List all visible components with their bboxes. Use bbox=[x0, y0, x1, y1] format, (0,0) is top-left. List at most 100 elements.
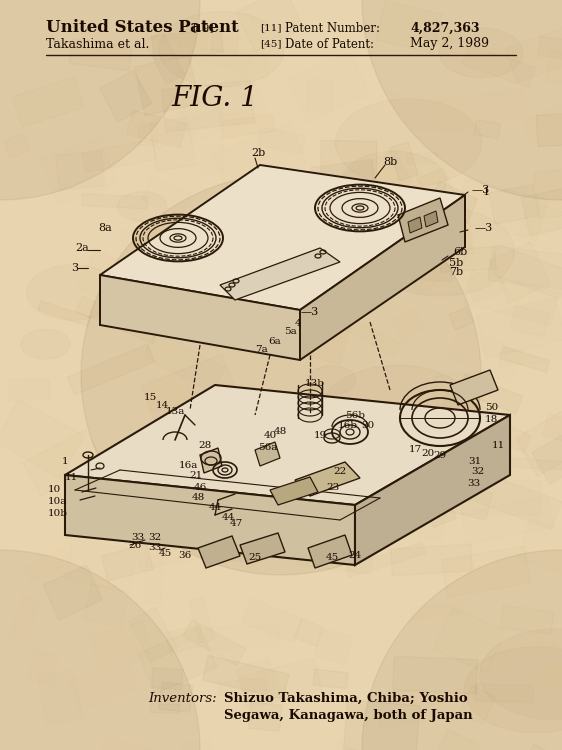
Bar bbox=[376, 1, 442, 53]
Polygon shape bbox=[398, 198, 448, 242]
Bar bbox=[490, 242, 550, 303]
Bar bbox=[138, 627, 217, 694]
Bar bbox=[488, 643, 558, 666]
Bar bbox=[406, 153, 438, 164]
Text: [45]: [45] bbox=[260, 40, 282, 49]
Bar bbox=[522, 179, 562, 236]
Bar bbox=[523, 106, 562, 145]
Bar bbox=[235, 0, 304, 52]
Bar bbox=[120, 214, 193, 274]
Polygon shape bbox=[408, 217, 422, 233]
Bar bbox=[343, 700, 420, 750]
Bar bbox=[554, 685, 562, 718]
Bar bbox=[189, 50, 269, 78]
Text: 6a: 6a bbox=[269, 338, 282, 346]
Ellipse shape bbox=[81, 175, 481, 575]
Bar bbox=[268, 314, 324, 346]
Bar bbox=[482, 430, 530, 468]
Text: 13b: 13b bbox=[305, 379, 325, 388]
Bar bbox=[437, 88, 528, 131]
Bar bbox=[129, 607, 177, 662]
Bar bbox=[143, 331, 225, 392]
Bar bbox=[430, 729, 480, 750]
Text: 45: 45 bbox=[158, 550, 171, 559]
Bar bbox=[464, 271, 559, 325]
Bar bbox=[144, 555, 163, 604]
Polygon shape bbox=[270, 477, 318, 505]
Bar bbox=[489, 184, 539, 224]
Bar bbox=[221, 115, 275, 138]
Text: 1: 1 bbox=[483, 187, 490, 197]
Bar bbox=[463, 45, 535, 87]
Bar bbox=[218, 677, 267, 696]
Bar bbox=[69, 476, 111, 526]
Bar bbox=[344, 317, 401, 356]
Bar bbox=[459, 374, 523, 413]
Polygon shape bbox=[255, 442, 280, 466]
Polygon shape bbox=[100, 275, 300, 360]
Text: 5a: 5a bbox=[284, 328, 296, 337]
Bar bbox=[540, 666, 562, 689]
Bar bbox=[475, 684, 533, 703]
Text: FIG. 1: FIG. 1 bbox=[171, 85, 259, 112]
Bar bbox=[392, 309, 424, 340]
Bar bbox=[78, 543, 163, 600]
Bar bbox=[149, 117, 196, 172]
Text: Shizuo Takashima, Chiba; Yoshio: Shizuo Takashima, Chiba; Yoshio bbox=[224, 692, 468, 704]
Bar bbox=[342, 472, 432, 534]
Bar bbox=[169, 617, 200, 646]
Bar bbox=[335, 257, 369, 269]
Text: 33: 33 bbox=[468, 478, 481, 488]
Text: Patent Number:: Patent Number: bbox=[285, 22, 380, 34]
Bar bbox=[147, 26, 209, 49]
Text: 44: 44 bbox=[221, 514, 234, 523]
Text: 10: 10 bbox=[48, 485, 61, 494]
Ellipse shape bbox=[362, 550, 562, 750]
Bar bbox=[159, 682, 193, 712]
Bar bbox=[393, 656, 478, 694]
Bar bbox=[43, 565, 102, 620]
Text: 22: 22 bbox=[333, 467, 347, 476]
Bar bbox=[488, 245, 562, 290]
Bar bbox=[177, 404, 258, 475]
Bar bbox=[465, 267, 507, 303]
Bar bbox=[346, 542, 425, 578]
Text: 8a: 8a bbox=[98, 223, 112, 233]
Bar bbox=[219, 113, 282, 140]
Text: 48: 48 bbox=[273, 427, 287, 436]
Bar bbox=[365, 496, 447, 541]
Bar bbox=[396, 227, 462, 292]
Bar bbox=[517, 518, 562, 582]
Text: May 2, 1989: May 2, 1989 bbox=[410, 38, 489, 50]
Text: 6b: 6b bbox=[453, 247, 467, 257]
Bar bbox=[166, 625, 205, 654]
Bar bbox=[230, 512, 262, 536]
Bar bbox=[380, 94, 469, 132]
Bar bbox=[151, 107, 224, 149]
Bar bbox=[99, 70, 152, 122]
Bar bbox=[31, 526, 52, 542]
Bar bbox=[352, 483, 393, 518]
Polygon shape bbox=[220, 248, 340, 300]
Bar bbox=[318, 215, 372, 248]
Bar bbox=[515, 396, 562, 476]
Bar bbox=[189, 596, 215, 643]
Text: 50: 50 bbox=[485, 404, 498, 412]
Polygon shape bbox=[65, 385, 510, 505]
Text: 21: 21 bbox=[189, 470, 203, 479]
Bar bbox=[536, 112, 562, 147]
Text: 7a: 7a bbox=[256, 346, 269, 355]
Text: —3: —3 bbox=[475, 223, 493, 233]
Bar bbox=[177, 26, 254, 74]
Bar bbox=[327, 742, 363, 750]
Bar bbox=[422, 21, 451, 45]
Bar bbox=[211, 28, 239, 53]
Text: 17: 17 bbox=[409, 446, 422, 454]
Bar bbox=[184, 402, 219, 445]
Text: 56b: 56b bbox=[345, 410, 365, 419]
Bar bbox=[262, 181, 332, 239]
Bar bbox=[461, 478, 541, 516]
Bar bbox=[176, 482, 269, 550]
Bar bbox=[24, 544, 78, 582]
Text: 40: 40 bbox=[264, 430, 277, 439]
